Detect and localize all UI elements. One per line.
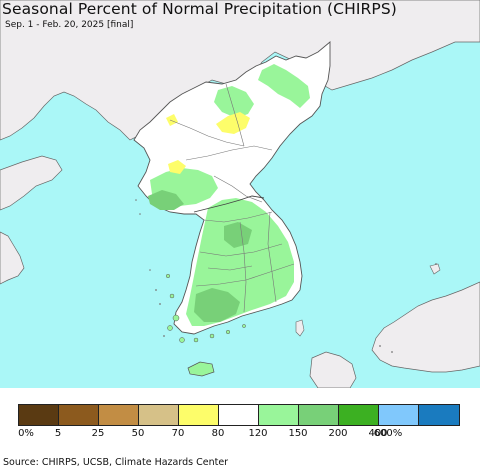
sea-speckles — [135, 199, 437, 353]
japan-kyushu — [309, 351, 357, 389]
legend-swatch — [379, 405, 419, 425]
japan-honshu — [371, 281, 480, 373]
legend-tick-label: 5 — [54, 428, 62, 439]
legend-tick-label: 600% — [373, 428, 403, 439]
tsushima-island — [295, 319, 305, 337]
japan-small-island — [429, 263, 441, 275]
legend-tick-label: 80 — [211, 428, 225, 439]
map-svg — [0, 0, 480, 389]
legend-swatch — [59, 405, 99, 425]
legend-swatch — [139, 405, 179, 425]
legend-tick-label: 150 — [288, 428, 308, 439]
dry-area-north — [216, 112, 250, 134]
legend-color-bar — [18, 404, 460, 426]
dry-area-west — [168, 160, 186, 174]
legend-swatch — [259, 405, 299, 425]
legend-tick-label: 70 — [171, 428, 185, 439]
legend-tick-label: 50 — [131, 428, 145, 439]
wet-area-north-central — [214, 86, 254, 118]
legend-tick-label: 200 — [328, 428, 348, 439]
source-credit: Source: CHIRPS, UCSB, Climate Hazards Ce… — [3, 457, 229, 468]
dmz-line — [193, 195, 265, 213]
wetter-area-southwest — [194, 288, 240, 322]
legend-tick-label: 120 — [248, 428, 268, 439]
precipitation-map — [0, 0, 480, 389]
wet-area-jeju — [187, 361, 215, 377]
wet-area-northeast — [258, 64, 310, 108]
legend-tick-label: 0% — [18, 428, 34, 439]
wetter-area-west — [148, 190, 184, 210]
legend-swatch — [99, 405, 139, 425]
legend-swatch — [219, 405, 259, 425]
legend-swatch — [19, 405, 59, 425]
legend-tick-label: 25 — [91, 428, 105, 439]
dry-area-north-small — [166, 114, 178, 126]
legend-swatch — [419, 405, 459, 425]
legend-swatch — [179, 405, 219, 425]
wetter-area-central — [224, 222, 252, 248]
legend-tick-label: 400 — [368, 428, 388, 439]
map-title: Seasonal Percent of Normal Precipitation… — [2, 0, 397, 18]
legend-swatch — [299, 405, 339, 425]
map-subtitle: Sep. 1 - Feb. 20, 2025 [final] — [5, 20, 134, 30]
legend-swatch — [339, 405, 379, 425]
admin-borders — [169, 83, 295, 313]
china-coast-south — [0, 231, 25, 285]
coastal-islands — [165, 273, 246, 343]
shandong-peninsula — [0, 155, 63, 211]
